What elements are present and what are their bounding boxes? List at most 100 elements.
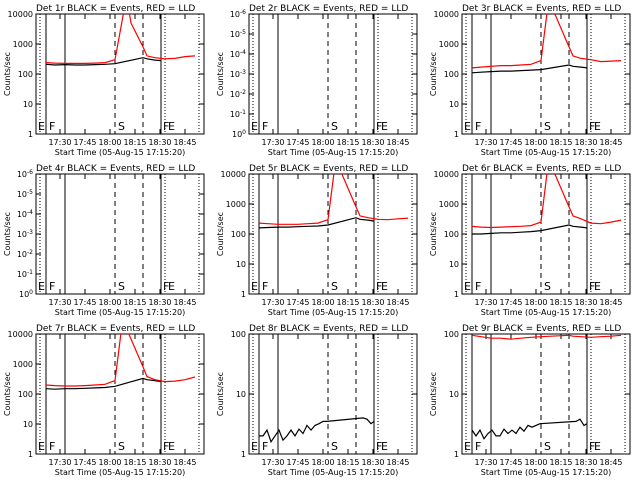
y-tick-label: 10	[449, 260, 459, 269]
x-tick-label: 18:45	[173, 298, 196, 307]
x-tick-label: 18:45	[386, 138, 409, 147]
marker-label: E	[381, 120, 388, 133]
y-tick-label: 10	[23, 100, 33, 109]
x-tick-label: 18:00	[524, 458, 547, 467]
marker-label: E	[594, 120, 601, 133]
marker-label: S	[331, 280, 338, 293]
x-tick-label: 18:00	[311, 298, 334, 307]
x-tick-label: 18:30	[361, 458, 384, 467]
y-tick-label: 10-6	[230, 9, 246, 19]
x-tick-label: 18:00	[98, 298, 121, 307]
series-line-0	[471, 418, 588, 440]
panel-title: Det 1r BLACK = Events, RED = LLD	[36, 4, 195, 14]
y-tick-label: 10000	[434, 170, 459, 179]
y-axis-label: Counts/sec	[3, 52, 12, 96]
x-tick-label: 17:30	[474, 458, 497, 467]
x-tick-label: 18:15	[549, 458, 572, 467]
y-tick-label: 1000	[13, 360, 33, 369]
marker-label: E	[464, 280, 471, 293]
marker-label: F	[49, 120, 55, 133]
x-tick-label: 17:30	[474, 298, 497, 307]
y-tick-label: 1	[454, 450, 459, 459]
x-axis-label: Start Time (05-Aug-15 17:15:20)	[268, 148, 399, 157]
series-line-1	[471, 334, 622, 340]
x-tick-label: 18:45	[599, 138, 622, 147]
marker-label: S	[118, 120, 125, 133]
x-tick-label: 18:45	[599, 298, 622, 307]
x-tick-label: 17:30	[48, 138, 71, 147]
marker-label: F	[262, 120, 268, 133]
x-tick-label: 18:30	[361, 138, 384, 147]
marker-label: E	[464, 440, 471, 453]
marker-label: F	[262, 280, 268, 293]
x-tick-label: 18:15	[336, 458, 359, 467]
series-line-0	[472, 224, 588, 235]
marker-label: E	[464, 120, 471, 133]
marker-label: E	[594, 440, 601, 453]
x-tick-label: 17:30	[261, 298, 284, 307]
marker-label: E	[251, 120, 258, 133]
marker-label: S	[118, 440, 125, 453]
y-tick-label: 10000	[434, 10, 459, 19]
y-axis-label: Counts/sec	[216, 372, 225, 416]
x-tick-label: 18:15	[123, 298, 146, 307]
x-axis-label: Start Time (05-Aug-15 17:15:20)	[268, 308, 399, 317]
y-tick-label: 10	[449, 390, 459, 399]
y-tick-label: 10-6	[17, 169, 33, 179]
x-tick-label: 18:15	[549, 298, 572, 307]
marker-label: S	[544, 120, 551, 133]
x-tick-label: 17:45	[73, 138, 96, 147]
marker-label: S	[118, 280, 125, 293]
y-tick-label: 10	[23, 420, 33, 429]
x-tick-label: 18:00	[311, 138, 334, 147]
panel-title: Det 7r BLACK = Events, RED = LLD	[36, 324, 195, 334]
series-line-1	[471, 174, 622, 229]
y-tick-label: 10-4	[230, 49, 246, 59]
panel-title: Det 4r BLACK = Events, RED = LLD	[36, 164, 195, 174]
y-tick-label: 10000	[8, 330, 33, 339]
x-tick-label: 18:45	[386, 298, 409, 307]
panel-title: Det 2r BLACK = Events, RED = LLD	[249, 4, 408, 14]
y-tick-label: 10-3	[230, 69, 246, 79]
panel-title: Det 8r BLACK = Events, RED = LLD	[249, 324, 408, 334]
y-axis-label: Counts/sec	[429, 212, 438, 256]
x-tick-label: 17:45	[286, 458, 309, 467]
panel-title: Det 6r BLACK = Events, RED = LLD	[462, 164, 621, 174]
x-tick-label: 17:45	[73, 458, 96, 467]
y-tick-label: 1000	[439, 200, 459, 209]
x-axis-label: Start Time (05-Aug-15 17:15:20)	[481, 148, 612, 157]
panel-title: Det 3r BLACK = Events, RED = LLD	[462, 4, 621, 14]
y-tick-label: 1	[454, 130, 459, 139]
marker-label: F	[589, 120, 595, 133]
x-tick-label: 18:15	[336, 298, 359, 307]
y-tick-label: 10-5	[17, 189, 33, 199]
y-tick-label: 10	[236, 390, 246, 399]
marker-label: S	[544, 440, 551, 453]
x-tick-label: 18:30	[574, 138, 597, 147]
series-line-0	[258, 217, 375, 229]
marker-label: E	[38, 120, 45, 133]
y-tick-label: 1	[28, 450, 33, 459]
marker-label: E	[168, 280, 175, 293]
y-tick-label: 100	[231, 230, 246, 239]
marker-label: F	[475, 120, 481, 133]
x-tick-label: 18:30	[148, 458, 171, 467]
plot-frame	[461, 13, 631, 135]
y-tick-label: 10-2	[230, 89, 246, 99]
plot-frame	[35, 173, 205, 295]
marker-label: S	[331, 120, 338, 133]
x-tick-label: 17:45	[499, 298, 522, 307]
plot-frame	[461, 333, 631, 455]
series-line-1	[258, 174, 409, 225]
x-tick-label: 18:00	[524, 298, 547, 307]
x-tick-label: 18:30	[574, 298, 597, 307]
marker-label: E	[38, 440, 45, 453]
y-axis-label: Counts/sec	[429, 52, 438, 96]
